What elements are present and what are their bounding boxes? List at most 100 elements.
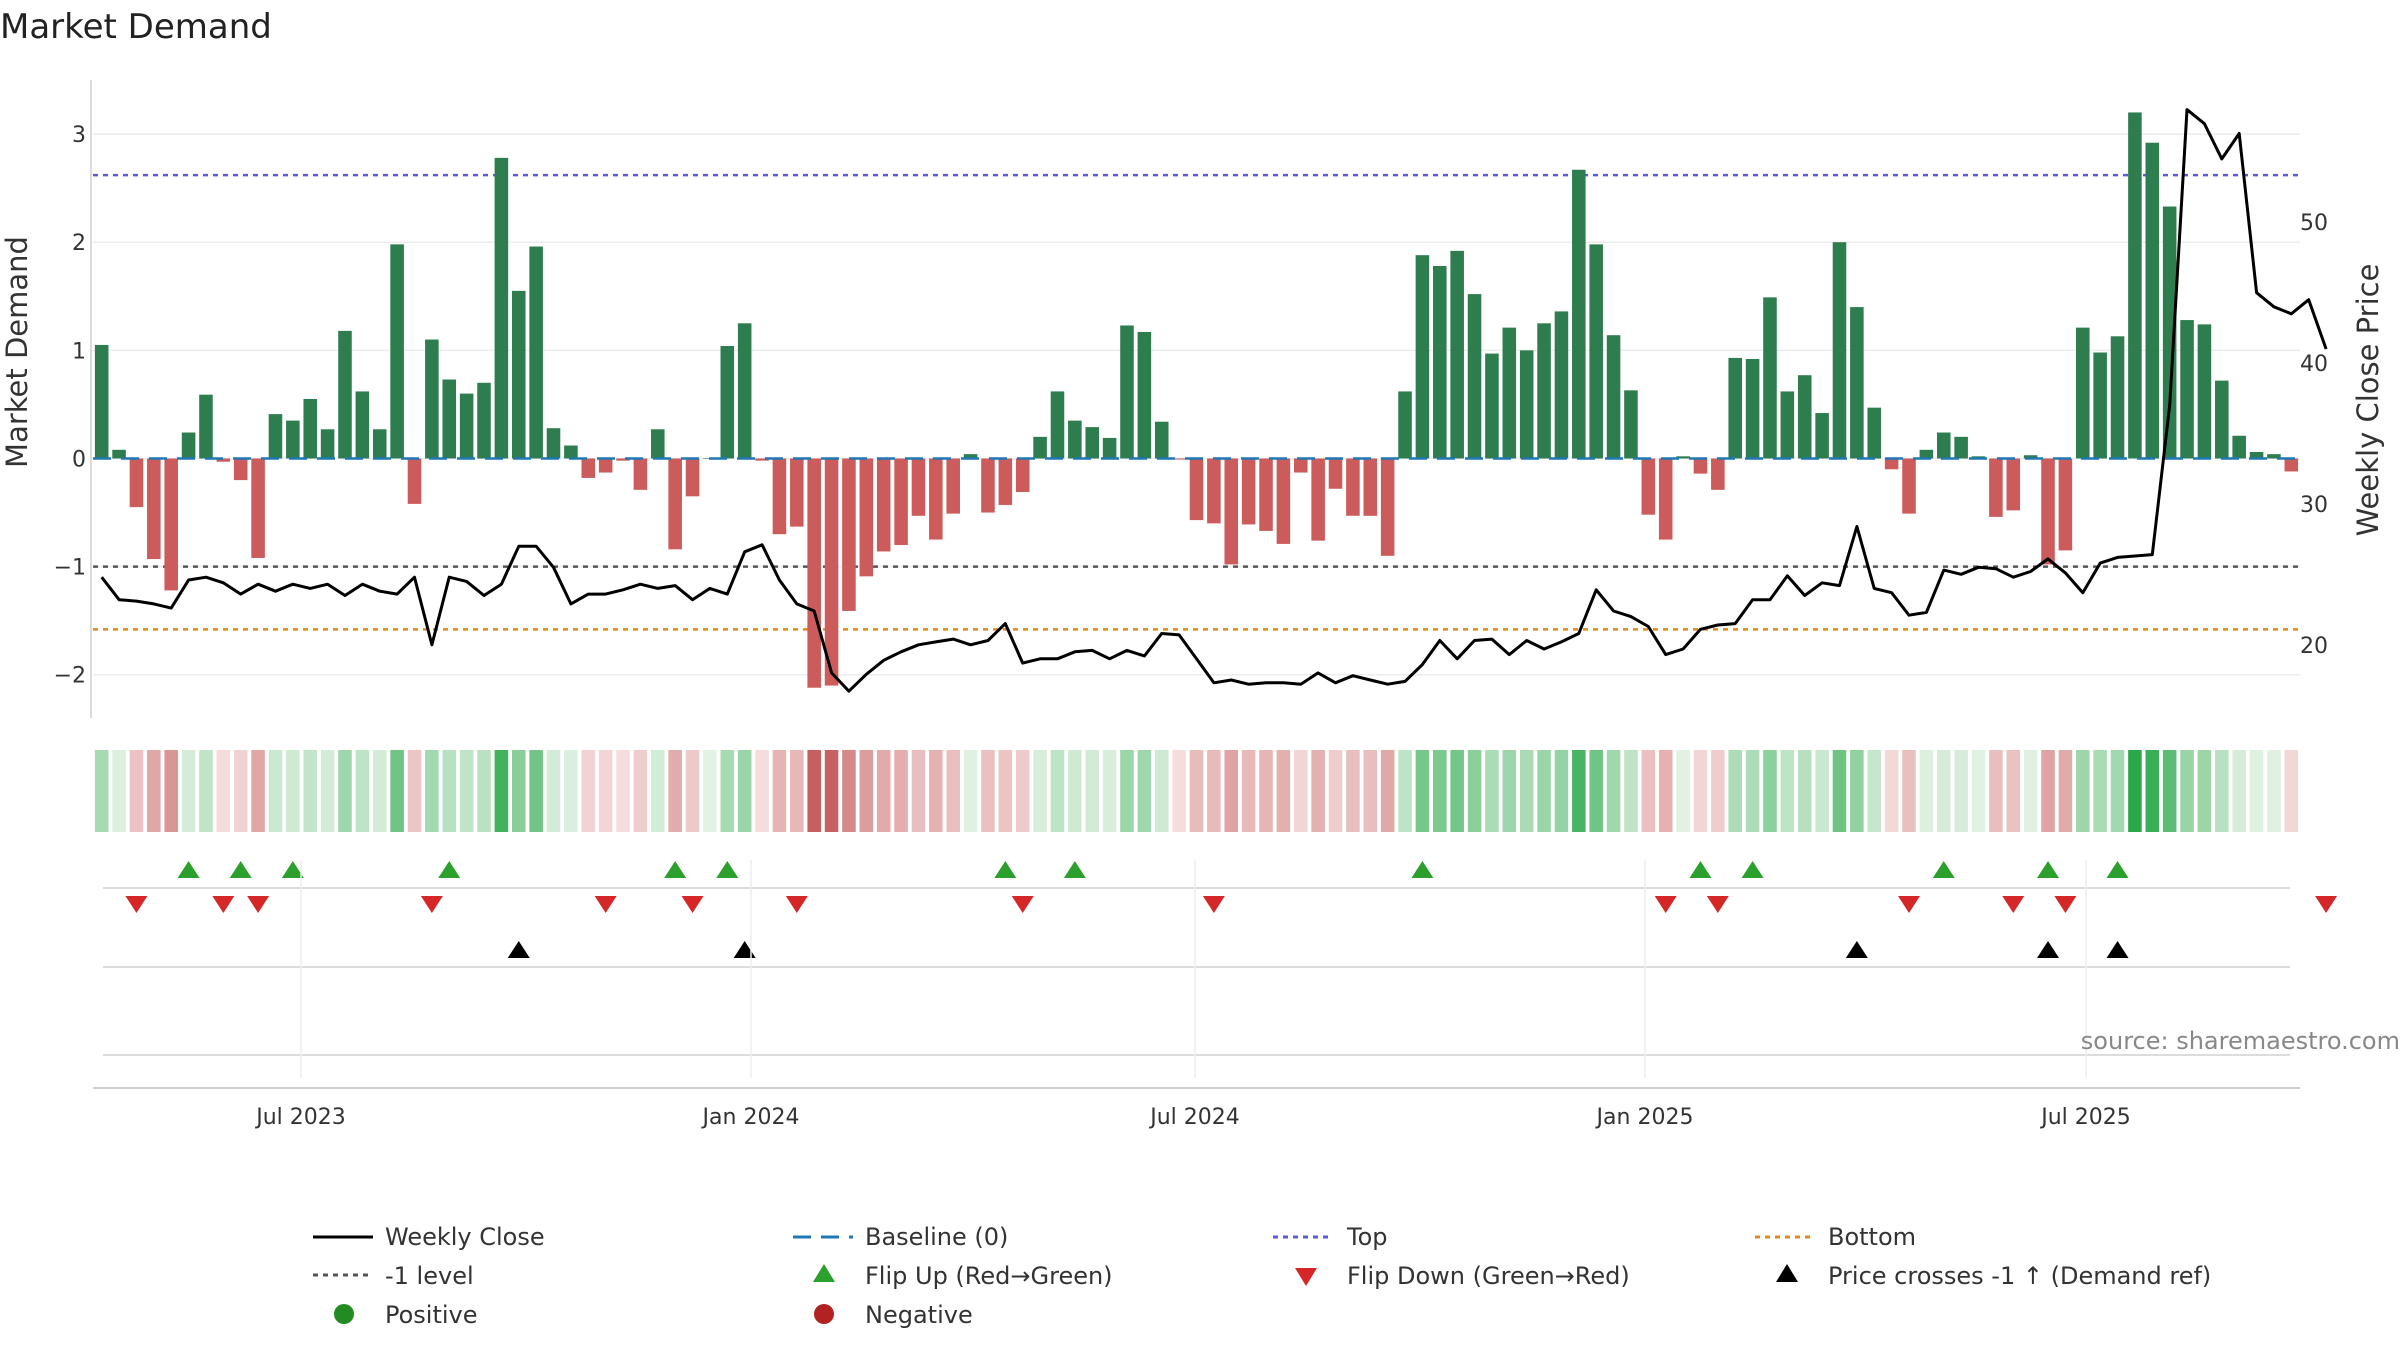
strip-cell [268,750,283,832]
demand-bar [511,290,526,459]
demand-bar [2075,327,2090,459]
legend-swatch-price-cross [1776,1264,1798,1282]
demand-bar [1172,458,1186,460]
strip-cell [1467,750,1482,832]
demand-bar [981,458,995,513]
legend-bottom: Bottom [1828,1223,1916,1251]
flip-up-marker [1741,861,1764,878]
strip-cell [876,750,891,832]
flip-up-marker [1932,861,1955,878]
demand-bar [1276,458,1291,544]
demand-bar [963,454,978,459]
legend-swatch-positive [334,1304,354,1324]
flip-down-marker [785,896,808,913]
demand-bar [2284,458,2299,472]
strip-cell [338,750,352,832]
demand-bar [268,414,283,459]
flip-up-marker [281,861,304,878]
demand-bar [147,458,161,560]
demand-bar [2145,142,2160,459]
strip-cell [1068,750,1082,832]
demand-bar [2232,435,2246,459]
demand-bar [1884,458,1899,470]
demand-bar [911,458,926,516]
strip-cell [564,750,578,832]
strip-cell [703,750,717,832]
demand-bar [442,379,457,459]
strip-cell [2145,750,2160,832]
demand-bar [2041,458,2055,565]
demand-bar [946,458,960,514]
strip-cell [355,750,370,832]
strip-cell [1450,750,1464,832]
strip-cell [320,750,335,832]
strip-cell [1433,750,1447,832]
strip-cell [147,750,161,832]
strip-cell [581,750,596,832]
demand-bar [1015,458,1030,492]
demand-bar [407,458,422,504]
strip-cell [1815,750,1829,832]
y-tick-label: 2 [72,231,86,256]
strip-cell [1120,750,1134,832]
flip-down-marker [420,896,443,913]
strip-cell [164,750,178,832]
demand-bar [1154,421,1169,459]
strip-cell [998,750,1013,832]
flip-up-marker [1063,861,1086,878]
strip-cell [2284,750,2299,832]
y-tick-label: −2 [54,664,86,689]
demand-bar [1745,358,1760,459]
strip-cell [807,750,821,832]
strip-cell [2232,750,2246,832]
strip-cell [2162,750,2177,832]
strip-cell [1658,750,1673,832]
strip-cell [772,750,787,832]
strip-cell [2215,750,2229,832]
demand-bar [668,458,682,550]
demand-bar [251,458,265,558]
strip-cell [929,750,943,832]
strip-cell [1780,750,1795,832]
y-tick-label: 1 [72,339,86,364]
strip-cell [442,750,457,832]
strip-cell [546,750,561,832]
demand-bar [477,382,491,459]
flip-up-marker [1411,861,1434,878]
demand-bar [1554,311,1569,459]
legend-swatch-negative [814,1304,834,1324]
strip-cell [2041,750,2055,832]
demand-bar [1954,436,1968,459]
demand-bar [755,458,769,461]
strip-cell [2023,750,2038,832]
strip-cell [1380,750,1395,832]
strip-cell [112,750,126,832]
strip-cell [1728,750,1742,832]
demand-bar [2267,454,2281,459]
price-cross-marker [2037,941,2060,958]
flip-down-marker [2315,896,2338,913]
flip-down-marker [212,896,235,913]
strip-cell [633,750,648,832]
y2-tick-label: 50 [2300,211,2328,236]
strip-cell [529,750,543,832]
demand-bar [1902,458,1916,514]
demand-bar [286,420,300,459]
strip-cell [1172,750,1186,832]
demand-bar [1398,391,1412,459]
demand-bar [529,246,543,459]
left-axis-ticks: 3 2 1 0 −1 −2 [54,123,86,689]
strip-cell [1954,750,1968,832]
flip-down-marker [1654,896,1677,913]
strip-cell [1033,750,1047,832]
strip-cell [598,750,613,832]
demand-bar [1693,458,1708,474]
strip-cell [1502,750,1517,832]
demand-bar [1936,432,1951,459]
strip-cell [1276,750,1291,832]
demand-bar [929,458,943,540]
strip-cell [1137,750,1152,832]
x-tick-label: Jul 2025 [2039,1105,2131,1130]
demand-bar [2249,451,2264,459]
strip-cell [668,750,682,832]
